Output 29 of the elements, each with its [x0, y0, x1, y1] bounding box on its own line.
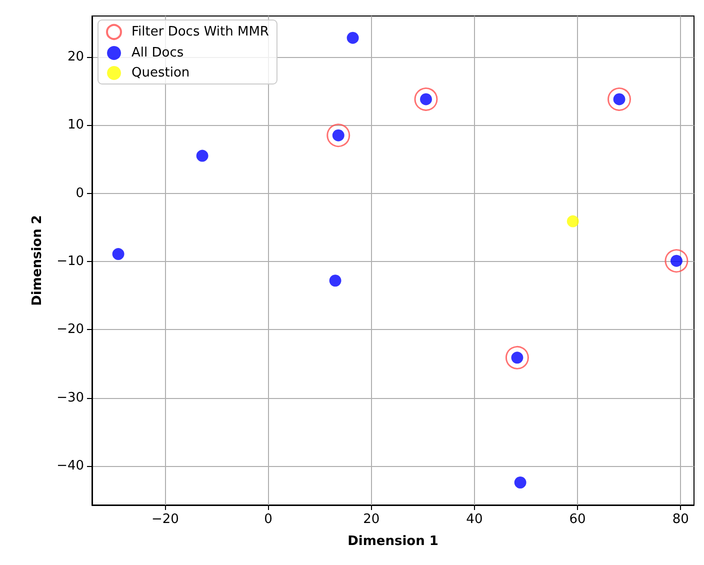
point	[608, 87, 632, 111]
point	[329, 274, 342, 287]
y-tick-label: −10	[56, 254, 84, 270]
point	[505, 346, 529, 370]
y-tick-label: 20	[67, 49, 84, 64]
legend-label: All Docs	[132, 46, 184, 60]
y-tick-label: 10	[67, 118, 84, 133]
point	[112, 248, 124, 260]
x-tick-label: 0	[264, 512, 272, 527]
x-tick-label: 60	[569, 512, 586, 527]
x-axis-title: Dimension 1	[348, 534, 438, 549]
legend-label: Question	[132, 66, 190, 80]
point	[196, 150, 208, 162]
y-tick-label: −40	[56, 458, 84, 474]
y-tick-label: −30	[56, 390, 84, 406]
legend-label: Filter Docs With MMR	[132, 24, 269, 40]
point	[414, 87, 438, 111]
x-tick-label: 20	[363, 512, 380, 527]
x-tick-label: −20	[151, 512, 179, 527]
x-tick-label: 80	[672, 512, 689, 527]
point	[664, 249, 688, 273]
point	[326, 124, 350, 148]
point	[566, 215, 579, 228]
y-axis-title: Dimension 2	[30, 215, 45, 306]
point	[514, 476, 526, 488]
y-tick-label: 0	[76, 186, 84, 201]
y-tick-label: −20	[56, 322, 84, 338]
x-tick-label: 40	[466, 512, 483, 527]
point	[346, 32, 359, 44]
